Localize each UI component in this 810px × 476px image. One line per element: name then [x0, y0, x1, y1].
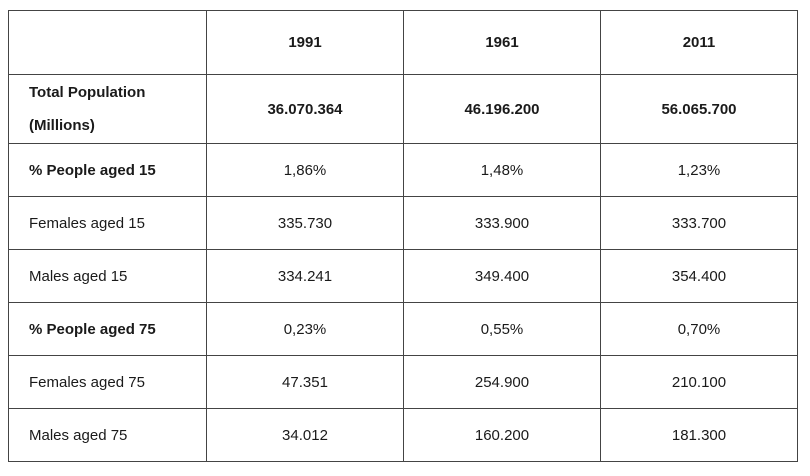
row-label: Females aged 75 [8, 355, 207, 409]
table-cell: 333.700 [600, 196, 798, 250]
table-cell: 47.351 [206, 355, 404, 409]
table-row: Males aged 75 34.012 160.200 181.300 [8, 408, 798, 462]
table-cell: 34.012 [206, 408, 404, 462]
table-cell: 56.065.700 [600, 74, 798, 144]
header-empty-cell [8, 10, 207, 75]
row-label-line2: (Millions) [29, 117, 95, 134]
table-row: Females aged 15 335.730 333.900 333.700 [8, 196, 798, 250]
table-cell: 349.400 [403, 249, 601, 303]
table-cell: 333.900 [403, 196, 601, 250]
table-cell: 160.200 [403, 408, 601, 462]
table-cell: 0,55% [403, 302, 601, 356]
table-row: % People aged 15 1,86% 1,48% 1,23% [8, 143, 798, 197]
table-cell: 334.241 [206, 249, 404, 303]
table-cell: 0,70% [600, 302, 798, 356]
table-cell: 36.070.364 [206, 74, 404, 144]
table-cell: 46.196.200 [403, 74, 601, 144]
header-year-2011: 2011 [600, 10, 798, 75]
header-year-1991: 1991 [206, 10, 404, 75]
table-row: Females aged 75 47.351 254.900 210.100 [8, 355, 798, 409]
table-cell: 1,23% [600, 143, 798, 197]
table-cell: 254.900 [403, 355, 601, 409]
header-year-1961: 1961 [403, 10, 601, 75]
data-table: 1991 1961 2011 Total Population (Millions… [8, 10, 798, 462]
row-label: % People aged 75 [8, 302, 207, 356]
table-row: Males aged 15 334.241 349.400 354.400 [8, 249, 798, 303]
row-label: Females aged 15 [8, 196, 207, 250]
table-row: % People aged 75 0,23% 0,55% 0,70% [8, 302, 798, 356]
table-cell: 354.400 [600, 249, 798, 303]
table-cell: 1,86% [206, 143, 404, 197]
table-cell: 335.730 [206, 196, 404, 250]
table-cell: 0,23% [206, 302, 404, 356]
row-label: Males aged 15 [8, 249, 207, 303]
row-label: % People aged 15 [8, 143, 207, 197]
row-label: Males aged 75 [8, 408, 207, 462]
row-label-line1: Total Population [29, 84, 146, 101]
table-header-row: 1991 1961 2011 [8, 10, 798, 75]
table-cell: 1,48% [403, 143, 601, 197]
table-cell: 210.100 [600, 355, 798, 409]
row-label-total-population: Total Population (Millions) [8, 74, 207, 144]
table-row: Total Population (Millions) 36.070.364 46… [8, 74, 798, 144]
table-cell: 181.300 [600, 408, 798, 462]
